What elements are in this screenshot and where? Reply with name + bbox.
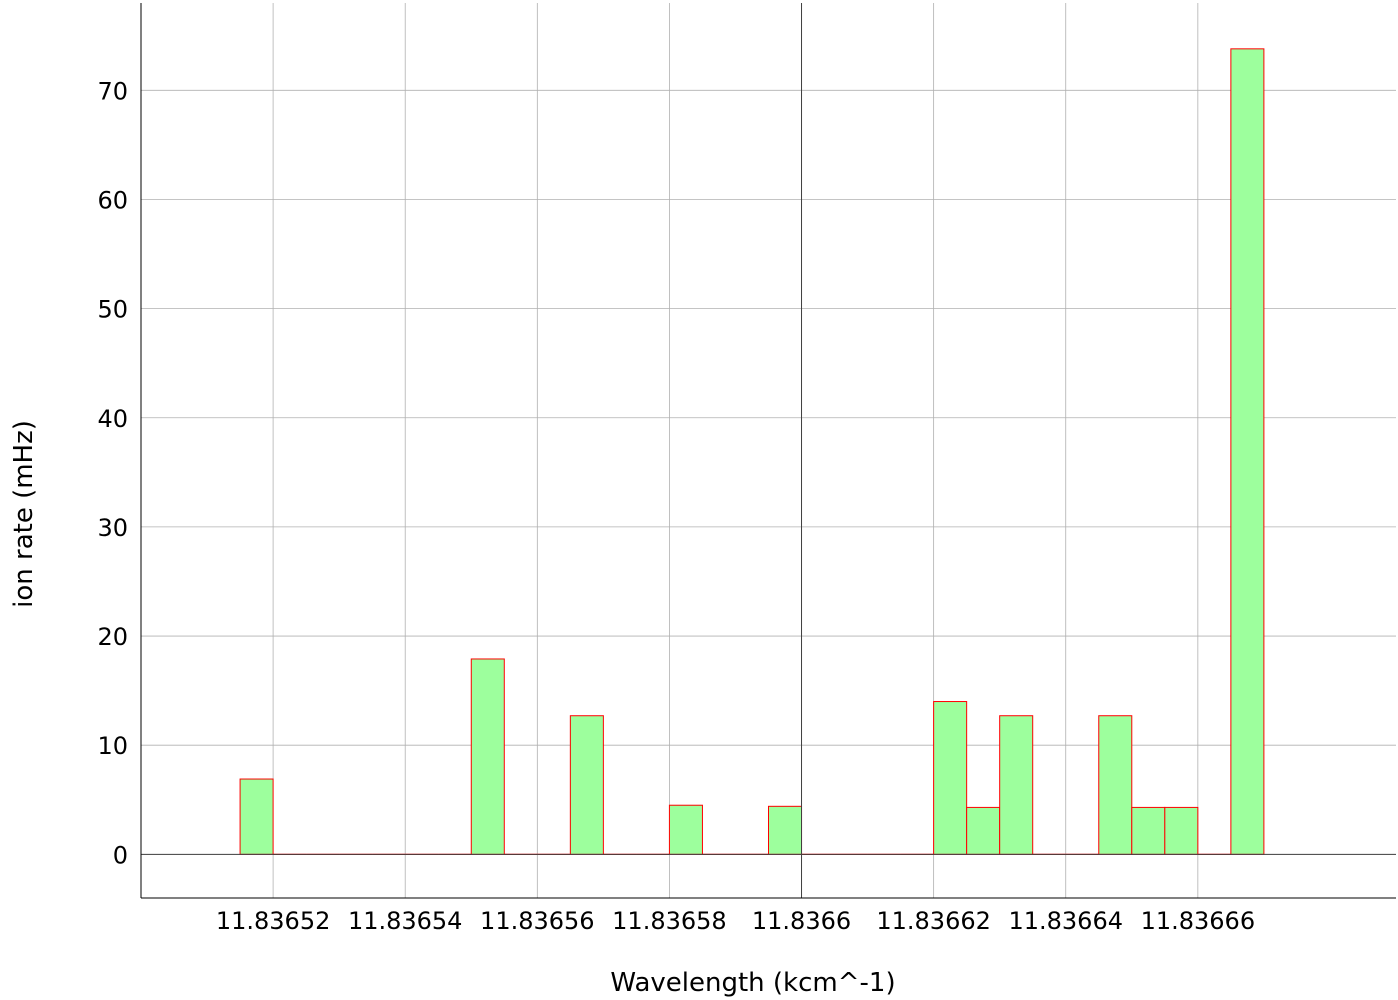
y-tick-label: 60 bbox=[97, 186, 128, 214]
zero-lines bbox=[141, 3, 1396, 898]
x-tick-labels: 11.83652 11.83654 11.83656 11.83658 11.8366 1… bbox=[216, 907, 1255, 935]
y-tick-label: 70 bbox=[97, 77, 128, 105]
histogram-bar bbox=[239, 778, 274, 855]
y-tick-label: 50 bbox=[97, 296, 128, 324]
x-tick-label: 11.83652 bbox=[216, 907, 331, 935]
x-tick-label: 11.83666 bbox=[1141, 907, 1256, 935]
histogram-bar bbox=[668, 804, 703, 855]
y-tick-label: 0 bbox=[113, 841, 128, 869]
x-axis-title: Wavelength (kcm^-1) bbox=[610, 968, 895, 998]
histogram-bar bbox=[933, 701, 968, 855]
y-tick-label: 40 bbox=[97, 405, 128, 433]
x-tick-label: 11.83658 bbox=[612, 907, 727, 935]
histogram-bar bbox=[569, 715, 604, 855]
axes bbox=[140, 3, 1396, 899]
grid-lines bbox=[141, 3, 1396, 898]
x-tick-label: 11.83654 bbox=[348, 907, 463, 935]
histogram-bar bbox=[470, 658, 505, 855]
y-tick-label: 10 bbox=[97, 732, 128, 760]
histogram-bars bbox=[239, 48, 1265, 855]
histogram-bar bbox=[1131, 806, 1166, 855]
histogram-bar bbox=[1230, 48, 1265, 855]
y-tick-labels: 0 10 20 30 40 50 60 70 bbox=[97, 77, 128, 869]
histogram-bar bbox=[1098, 715, 1133, 855]
histogram-bar bbox=[999, 715, 1034, 855]
x-tick-label: 11.8366 bbox=[752, 907, 851, 935]
x-tick-label: 11.83656 bbox=[480, 907, 595, 935]
histogram-bar bbox=[1164, 806, 1199, 855]
y-axis-title: ion rate (mHz) bbox=[9, 420, 39, 608]
histogram-bar bbox=[966, 806, 1001, 855]
x-tick-label: 11.83662 bbox=[876, 907, 991, 935]
histogram-bar bbox=[768, 805, 803, 855]
y-tick-label: 20 bbox=[97, 623, 128, 651]
x-tick-label: 11.83664 bbox=[1008, 907, 1123, 935]
y-tick-label: 30 bbox=[97, 514, 128, 542]
